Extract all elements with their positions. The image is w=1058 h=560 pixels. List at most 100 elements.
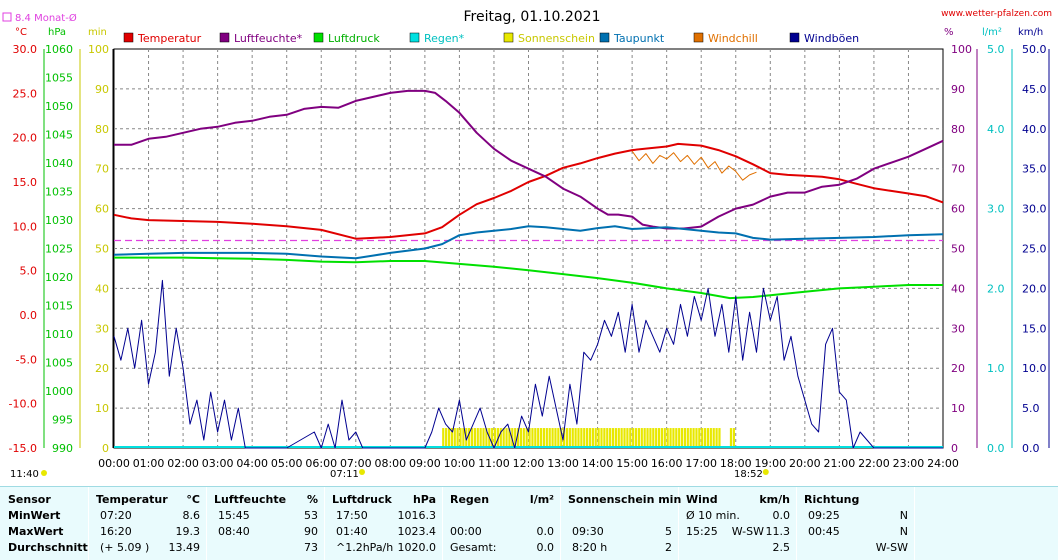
column-separator (324, 487, 325, 560)
temp-axis-tick-label: 10.0 (13, 220, 38, 233)
stats-cell: 1016.3 (397, 509, 437, 522)
humidity-axis-tick-label: 90 (951, 83, 965, 96)
stats-cell: 15:25 (686, 525, 718, 538)
x-tick-label: 12:00 (513, 457, 545, 470)
stats-cell: 0.0 (772, 509, 791, 522)
sunshine-bar (680, 428, 684, 448)
sunshine-bar (574, 428, 577, 448)
x-tick-label: 13:00 (547, 457, 579, 470)
sunshine-bar (479, 428, 482, 448)
legend-label: Windböen (804, 32, 859, 45)
sunshine-bar (577, 428, 580, 448)
wind-axis-tick-label: 45.0 (1022, 83, 1047, 96)
legend-label: Taupunkt (613, 32, 665, 45)
wind-axis-tick-label: 25.0 (1022, 243, 1047, 256)
humidity-axis-tick-label: 0 (951, 442, 958, 455)
sunshine-bar (542, 428, 546, 448)
stats-cell: 00:45 (808, 525, 840, 538)
sunshine-bar (528, 428, 531, 448)
unit-wind: km/h (1018, 27, 1043, 38)
sunshine-bar (534, 428, 537, 448)
sunshine-bar (678, 428, 681, 448)
rain-axis-tick-label: 3.0 (987, 203, 1005, 216)
month-avg-icon (2, 12, 12, 22)
sunshine-bar (715, 428, 718, 448)
sunshine-bar (686, 428, 689, 448)
wind-axis-tick-label: 50.0 (1022, 43, 1047, 56)
sunshine-bar (508, 428, 511, 448)
humidity-axis-tick-label: 30 (951, 322, 965, 335)
sunshine-bar (491, 428, 494, 448)
series-lines (113, 89, 944, 449)
stats-cell: 07:20 (100, 509, 132, 522)
sunshine-bar (597, 428, 600, 448)
legend-swatch (409, 32, 420, 43)
header-wind-unit: km/h (759, 493, 790, 506)
sunshine-bar (617, 428, 620, 448)
gusts-line (113, 279, 943, 449)
windchill-line (631, 150, 757, 181)
x-tick-label: 05:00 (271, 457, 303, 470)
sunshine-bar (565, 428, 569, 448)
legend-swatch (789, 32, 800, 43)
column-separator (442, 487, 443, 560)
site-url[interactable]: www.wetter-pfalzen.com (941, 9, 1052, 19)
prev-sunset-time: 11:40 (10, 469, 39, 480)
pressure-axis-tick-label: 1040 (45, 157, 73, 170)
wind-axis-tick-label: 35.0 (1022, 163, 1047, 176)
humidity-axis-tick-label: 10 (951, 402, 965, 415)
sunshine-bar (445, 428, 448, 448)
column-separator (678, 487, 679, 560)
sunshine-bar (456, 428, 459, 448)
sunshine-bar (583, 428, 586, 448)
header-pressure-unit: hPa (412, 493, 436, 506)
sunshine-bar (660, 428, 664, 448)
humidity-axis-tick-label: 50 (951, 243, 965, 256)
stats-cell: 13.49 (168, 541, 201, 554)
prev-sunset-marker (41, 470, 47, 476)
header-pressure: Luftdruck (332, 493, 392, 506)
sunshine-bar (706, 428, 710, 448)
sunshine-bar (519, 428, 523, 448)
legend: Temperatur Luftfeuchte* Luftdruck Regen* Son… (123, 32, 859, 45)
sunshine-bar (562, 428, 566, 448)
temperature-line (113, 142, 944, 240)
temp-axis-tick-label: -10.0 (9, 398, 37, 411)
column-separator (914, 487, 915, 560)
column-separator (796, 487, 797, 560)
stats-cell: 16:20 (100, 525, 132, 538)
pressure-axis-tick-label: 1060 (45, 43, 73, 56)
pressure-axis-tick-label: 1025 (45, 243, 73, 256)
sunshine-bar (551, 428, 554, 448)
sunshine-bar (626, 428, 629, 448)
x-tick-label: 01:00 (133, 457, 165, 470)
sunshine-bar (600, 428, 603, 448)
stats-cell: 8.6 (182, 509, 201, 522)
sunshine-bar (470, 428, 474, 448)
sun-axis-tick-label: 70 (95, 163, 109, 176)
sunshine-bar (698, 428, 701, 448)
temp-axis-tick-label: 15.0 (13, 176, 38, 189)
sunshine-bars (442, 428, 735, 448)
x-tick-label: 14:00 (582, 457, 614, 470)
sunshine-bar (614, 428, 617, 448)
temp-axis-tick-label: 30.0 (13, 43, 38, 56)
pressure-axis-tick-label: 1050 (45, 100, 73, 113)
sunshine-bar (462, 428, 465, 448)
legend-label: Sonnenschein (518, 32, 595, 45)
header-sunshine: Sonnenschein min (568, 493, 682, 506)
sunshine-bar (450, 428, 453, 448)
header-rain: Regen (450, 493, 490, 506)
legend-swatch (693, 32, 704, 43)
stats-cell: 19.3 (175, 525, 201, 538)
stats-cell: 53 (304, 509, 318, 522)
humidity-axis-tick-label: 80 (951, 123, 965, 136)
x-tick-label: 03:00 (202, 457, 234, 470)
sunshine-bar (634, 428, 638, 448)
sunshine-bar (643, 428, 646, 448)
stats-cell: Ø 10 min. (686, 509, 740, 522)
header-wind: Wind (686, 493, 718, 506)
stats-cell: 1020.0 (397, 541, 437, 554)
header-temp: Temperatur (96, 493, 168, 506)
sunshine-bar (493, 428, 497, 448)
